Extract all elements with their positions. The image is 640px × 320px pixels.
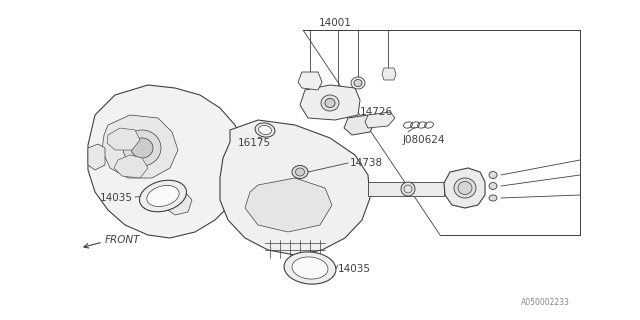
Ellipse shape bbox=[325, 99, 335, 108]
Polygon shape bbox=[114, 155, 148, 178]
Ellipse shape bbox=[321, 95, 339, 111]
Polygon shape bbox=[88, 144, 105, 170]
Ellipse shape bbox=[140, 180, 186, 212]
Text: 16175: 16175 bbox=[238, 138, 271, 148]
Polygon shape bbox=[107, 128, 140, 150]
Text: 14726: 14726 bbox=[360, 107, 393, 117]
Text: FRONT: FRONT bbox=[105, 235, 141, 245]
Ellipse shape bbox=[354, 79, 362, 86]
Polygon shape bbox=[165, 192, 192, 215]
Polygon shape bbox=[220, 120, 370, 255]
Polygon shape bbox=[102, 115, 178, 178]
Polygon shape bbox=[444, 168, 485, 208]
Ellipse shape bbox=[489, 172, 497, 179]
Ellipse shape bbox=[123, 130, 161, 166]
Text: 14001: 14001 bbox=[319, 18, 351, 28]
Polygon shape bbox=[245, 178, 332, 232]
Text: 14738: 14738 bbox=[350, 158, 383, 168]
Ellipse shape bbox=[458, 181, 472, 195]
Polygon shape bbox=[298, 72, 322, 90]
Ellipse shape bbox=[147, 185, 179, 207]
Ellipse shape bbox=[351, 77, 365, 89]
Text: J080624: J080624 bbox=[403, 135, 445, 145]
Text: A050002233: A050002233 bbox=[521, 298, 570, 307]
Polygon shape bbox=[382, 68, 396, 80]
Ellipse shape bbox=[259, 125, 271, 135]
Ellipse shape bbox=[296, 168, 305, 176]
Polygon shape bbox=[88, 85, 248, 238]
Ellipse shape bbox=[489, 182, 497, 189]
Ellipse shape bbox=[489, 195, 497, 201]
Ellipse shape bbox=[284, 252, 336, 284]
Polygon shape bbox=[365, 112, 395, 128]
Polygon shape bbox=[368, 182, 444, 196]
Ellipse shape bbox=[255, 123, 275, 137]
Ellipse shape bbox=[401, 182, 415, 196]
Polygon shape bbox=[344, 115, 375, 135]
Ellipse shape bbox=[454, 178, 476, 198]
Polygon shape bbox=[300, 85, 360, 120]
Ellipse shape bbox=[292, 165, 308, 179]
Text: 14035: 14035 bbox=[338, 264, 371, 274]
Text: 14035: 14035 bbox=[100, 193, 133, 203]
Ellipse shape bbox=[131, 138, 153, 158]
Ellipse shape bbox=[292, 257, 328, 279]
